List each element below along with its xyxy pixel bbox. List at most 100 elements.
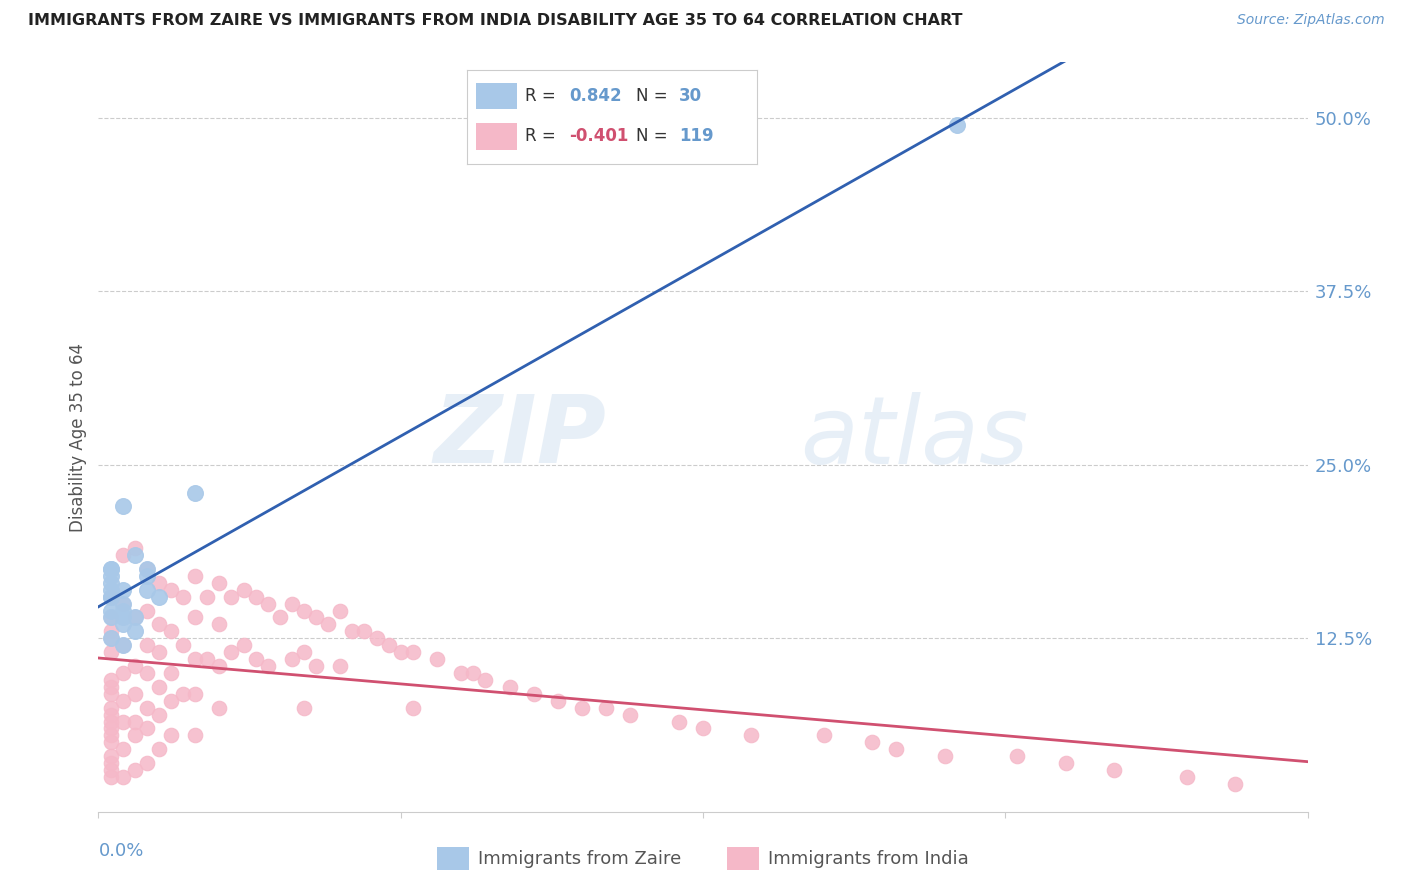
Point [148,680,170,694]
Point [426,652,449,666]
Point [946,118,969,132]
Point [100,645,122,659]
Point [692,722,714,736]
Y-axis label: Disability Age 35 to 64: Disability Age 35 to 64 [69,343,87,532]
Point [160,624,183,639]
Point [498,680,520,694]
Point [184,485,207,500]
Point [124,610,146,624]
Point [111,603,134,617]
Point [111,582,134,597]
Point [124,659,146,673]
Point [148,742,170,756]
Point [111,597,134,611]
Point [111,770,134,784]
Point [1223,777,1246,791]
Point [111,742,134,756]
Point [1007,749,1029,764]
Point [124,548,146,562]
Point [305,659,328,673]
Point [813,728,835,742]
Point [135,665,157,680]
Point [111,638,134,652]
Point [195,652,218,666]
Point [595,700,617,714]
Text: Source: ZipAtlas.com: Source: ZipAtlas.com [1237,13,1385,28]
Point [100,770,122,784]
Point [172,590,194,604]
Point [269,610,291,624]
Point [135,603,157,617]
Point [100,590,122,604]
Point [100,707,122,722]
Point [100,673,122,687]
Point [450,665,472,680]
Point [148,617,170,632]
Point [100,582,122,597]
Point [221,590,243,604]
Point [184,610,207,624]
Point [245,590,267,604]
Point [135,700,157,714]
Point [124,541,146,555]
Point [111,714,134,729]
Point [100,610,122,624]
Point [160,665,183,680]
Point [124,687,146,701]
Point [329,603,352,617]
Text: atlas: atlas [800,392,1028,483]
Point [523,687,546,701]
Point [389,645,412,659]
Point [619,707,641,722]
Point [135,756,157,771]
Point [124,728,146,742]
Point [571,700,593,714]
Point [135,582,157,597]
Point [135,722,157,736]
Point [100,700,122,714]
Point [111,548,134,562]
Point [377,638,399,652]
Point [184,728,207,742]
Point [148,645,170,659]
Point [195,590,218,604]
Text: ZIP: ZIP [433,391,606,483]
Point [329,659,352,673]
Point [208,659,231,673]
Point [100,590,122,604]
Point [1175,770,1198,784]
Point [100,632,122,646]
Point [474,673,496,687]
Point [100,749,122,764]
Point [402,645,425,659]
Point [547,694,569,708]
Text: 0.0%: 0.0% [98,842,143,860]
Point [172,687,194,701]
Point [100,603,122,617]
Point [886,742,908,756]
Point [111,617,134,632]
Point [256,597,278,611]
Point [316,617,339,632]
Point [100,562,122,576]
Point [100,763,122,777]
Point [111,610,134,624]
Point [281,652,304,666]
Point [1054,756,1077,771]
Point [402,700,425,714]
Point [221,645,243,659]
Point [740,728,762,742]
Point [245,652,267,666]
Point [208,617,231,632]
Point [135,562,157,576]
Point [160,694,183,708]
Point [100,722,122,736]
Point [292,603,315,617]
Point [463,665,485,680]
Point [1102,763,1125,777]
Point [342,624,364,639]
Point [668,714,690,729]
Point [148,575,170,590]
Point [281,597,304,611]
Point [148,707,170,722]
